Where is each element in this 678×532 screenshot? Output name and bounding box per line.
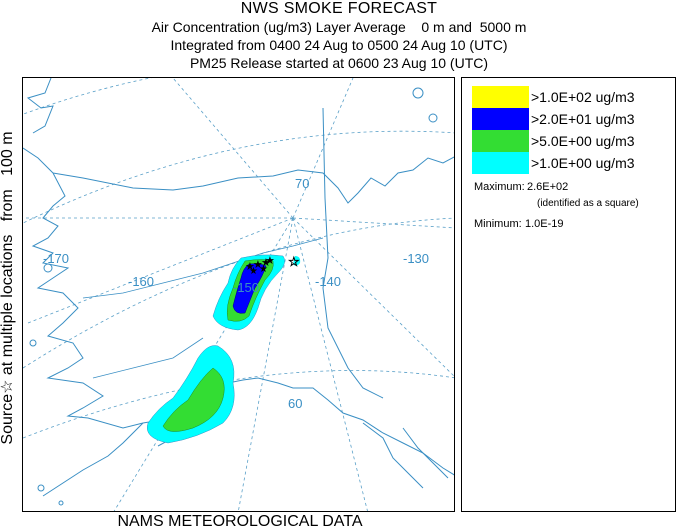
island [29, 339, 37, 347]
lat-line [23, 370, 454, 439]
source-star: ★ [259, 264, 268, 275]
siberia-coast [26, 78, 54, 134]
legend-item: >2.0E+01 ug/m3 [472, 108, 635, 130]
plume-south-level2 [162, 367, 225, 432]
lat-line [23, 78, 153, 115]
legend-swatch-blue [472, 108, 529, 130]
island [43, 263, 53, 273]
source-star: ★ [265, 255, 275, 267]
plume-north-level3 [232, 263, 267, 314]
source-markers: ★ ★ ★ ★ ★ ★ ☆ [245, 254, 300, 277]
maximum-note: (identified as a square) [537, 198, 639, 209]
lat-label-70: 70 [295, 176, 309, 191]
graticule-labels: -170 -160 -150 -140 -130 70 60 [43, 176, 429, 411]
arctic-coast [52, 156, 454, 204]
maximum-label: Maximum: [474, 181, 525, 193]
meridian [172, 78, 294, 219]
meridian [237, 217, 294, 511]
legend-item: >1.0E+00 ug/m3 [472, 152, 635, 174]
legend-panel: >1.0E+02 ug/m3 >2.0E+01 ug/m3 >5.0E+00 u… [461, 77, 676, 512]
release-start: PM25 Release started at 0600 23 Aug 10 (… [189, 55, 489, 71]
yukon-river [82, 237, 324, 299]
longitude-lines [23, 78, 454, 511]
panhandle-coast [402, 427, 449, 479]
islands [29, 87, 438, 506]
island [412, 87, 424, 99]
legend-item: >5.0E+00 ug/m3 [472, 130, 635, 152]
source-location-label: Source☆ at multiple locations from 100 m [0, 131, 16, 445]
lon-label-150: -150 [233, 280, 259, 295]
kuskokwim-river [92, 337, 204, 379]
meridian [292, 78, 354, 219]
lon-label-160: -160 [128, 274, 154, 289]
west-coast [31, 172, 144, 429]
legend-label: >1.0E+00 ug/m3 [531, 155, 635, 171]
legend-swatch-yellow [472, 86, 529, 108]
map-canvas: ★ ★ ★ ★ ★ ★ ☆ -170 -160 -150 -140 -130 7… [23, 78, 454, 511]
smoke-map: ★ ★ ★ ★ ★ ★ ☆ -170 -160 -150 -140 -130 7… [22, 77, 455, 512]
lon-label-140: -140 [315, 274, 341, 289]
legend-item: >1.0E+02 ug/m3 [472, 86, 635, 108]
legend-label: >1.0E+02 ug/m3 [531, 89, 635, 105]
island [58, 500, 64, 506]
rivers [82, 237, 324, 379]
meridian [292, 217, 368, 511]
forecast-title: NWS SMOKE FORECAST [240, 0, 438, 17]
plume-small [293, 256, 301, 266]
island [428, 113, 438, 123]
minimum-value: 1.0E-19 [525, 218, 564, 230]
peninsula-coast [42, 422, 144, 497]
minimum-label: Minimum: [474, 218, 522, 230]
legend-swatch-green [472, 130, 529, 152]
source-star: ★ [253, 259, 263, 271]
island [37, 484, 45, 492]
meridian [292, 217, 454, 377]
border-line [322, 107, 384, 399]
legend-label: >2.0E+01 ug/m3 [531, 111, 635, 127]
panhandle-coast [362, 422, 424, 489]
concentration-subtitle: Air Concentration (ug/m3) Layer Average … [151, 19, 527, 35]
latitude-lines [23, 78, 454, 439]
lat-label-60: 60 [288, 396, 302, 411]
legend-swatch-cyan [472, 152, 529, 174]
source-star: ★ [245, 261, 255, 273]
integration-period: Integrated from 0400 24 Aug to 0500 24 A… [170, 37, 508, 53]
plume-south [146, 345, 235, 444]
meteorological-data-label: NAMS METEOROLOGICAL DATA [117, 513, 363, 530]
legend-label: >5.0E+00 ug/m3 [531, 133, 635, 149]
lon-label-170: -170 [43, 251, 69, 266]
lat-line [23, 130, 454, 224]
plume-north [212, 254, 301, 331]
source-star: ★ [249, 266, 258, 277]
siberia-coast [23, 147, 54, 174]
source-star: ★ [261, 257, 271, 269]
maximum-value: 2.6E+02 [527, 181, 569, 193]
source-star-open: ☆ [288, 254, 300, 269]
lon-label-130: -130 [403, 251, 429, 266]
